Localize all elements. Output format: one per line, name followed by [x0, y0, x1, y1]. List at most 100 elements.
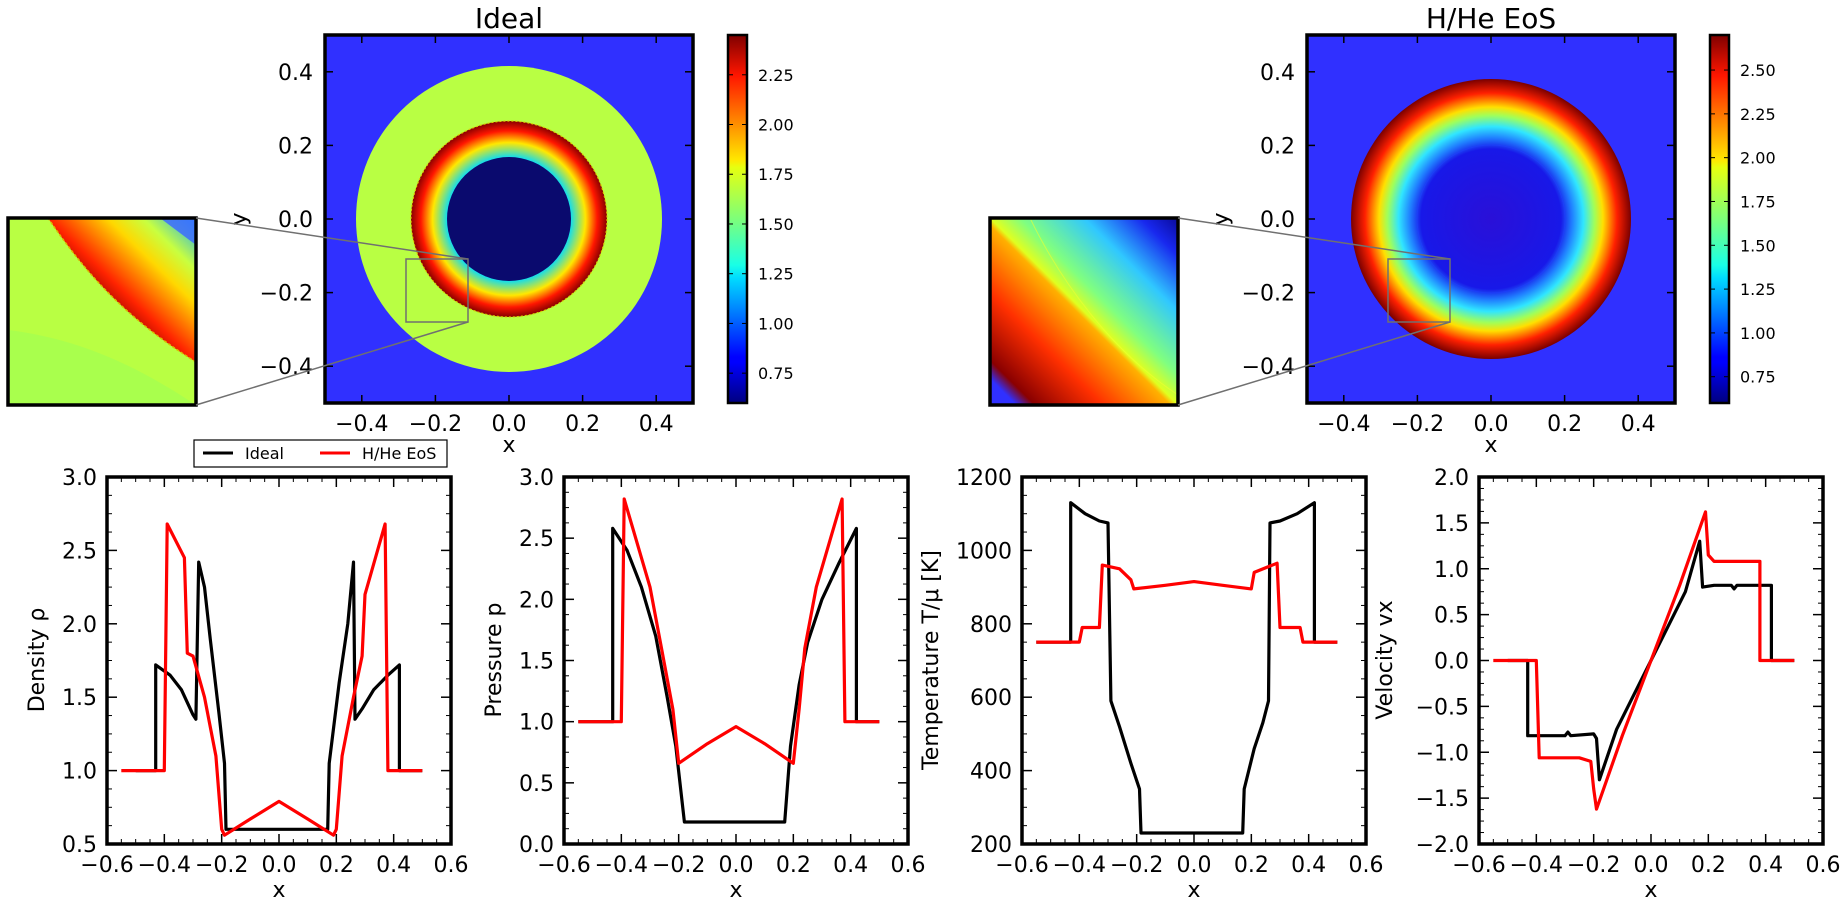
- y-tick-label: 0.2: [1260, 134, 1295, 159]
- colorbar-tick-label: 1.00: [1740, 324, 1776, 343]
- colorbar-tick-label: 2.25: [1740, 105, 1776, 124]
- x-tick-label: −0.2: [652, 853, 705, 878]
- plot-area: [107, 477, 451, 844]
- inset-frame: [988, 216, 1180, 407]
- xlabel-eos: x: [1484, 433, 1497, 458]
- series-line-h-he-eos: [121, 522, 423, 837]
- colorbar-tick-label: 1.50: [758, 215, 794, 234]
- colorbar-tick-label: 1.25: [758, 265, 794, 284]
- legend-label-eos: H/He EoS: [362, 444, 436, 463]
- y-tick-label: 0.4: [1260, 61, 1295, 86]
- y-tick-label: 0.2: [278, 134, 313, 159]
- colorbar-tick-label: 2.00: [1740, 149, 1776, 168]
- y-tick-label: 3.0: [519, 466, 554, 491]
- density-plot: −0.6 −0.4 −0.2 0.0 0.2 0.4 0.6 0.5 1.0 1.5 2.0 2.5 3…: [25, 466, 469, 900]
- velocity-plot: −0.6 −0.4 −0.2 0.0 0.2 0.4 0.6 −2.0 −1.5 −1.0 −0.5…: [1373, 466, 1841, 900]
- y-tick-label: −0.2: [1242, 282, 1295, 307]
- x-tick-label: −0.6: [1452, 853, 1505, 878]
- legend: Ideal H/He EoS: [193, 439, 448, 468]
- x-tick-label: 0.0: [262, 853, 297, 878]
- plot-frame: [1020, 475, 1368, 846]
- title-ideal: Ideal: [475, 2, 543, 35]
- inner-core: [447, 157, 571, 281]
- xlabel-pressure: x: [729, 878, 742, 900]
- temperature-plot: −0.6 −0.4 −0.2 0.0 0.2 0.4 0.6 200 400 600 800 1000…: [919, 466, 1384, 900]
- x-tick-label: −0.6: [537, 853, 590, 878]
- series-line-ideal: [135, 560, 423, 831]
- x-tick-label: 0.6: [1806, 853, 1841, 878]
- y-tick-label: 2.0: [62, 613, 97, 638]
- y-tick-label: 1.5: [62, 686, 97, 711]
- legend-label-ideal: Ideal: [245, 444, 284, 463]
- y-tick-label: 3.0: [62, 466, 97, 491]
- y-tick-label: 1200: [956, 466, 1012, 491]
- x-tick-label: −0.4: [335, 412, 388, 437]
- x-tick-label: 0.2: [1547, 412, 1582, 437]
- series-line-h-he-eos: [1493, 510, 1795, 811]
- x-tick-label: −0.4: [138, 853, 191, 878]
- x-tick-label: −0.2: [409, 412, 462, 437]
- x-tick-label: −0.2: [195, 853, 248, 878]
- y-tick-label: 1.0: [519, 711, 554, 736]
- axes-eos: −0.4 −0.2 0.0 0.2 0.4 0.4 0.2 0.0 −0.2 −0.4: [1242, 35, 1675, 437]
- y-tick-label: 2.5: [62, 539, 97, 564]
- x-tick-label: −0.2: [1567, 853, 1620, 878]
- x-tick-label: 0.2: [776, 853, 811, 878]
- colorbar-tick-label: 2.00: [758, 116, 794, 135]
- ylabel-eos: y: [1209, 212, 1234, 225]
- y-tick-label: 2.5: [519, 527, 554, 552]
- x-tick-label: 0.2: [1234, 853, 1269, 878]
- x-tick-label: 0.4: [376, 853, 411, 878]
- colorbar-tick-label: 2.50: [1740, 61, 1776, 80]
- xlabel-temperature: x: [1187, 878, 1200, 900]
- colorbar-ticks: 2.50 2.25 2.00 1.75 1.50 1.25 1.00 0.75: [1710, 61, 1776, 387]
- y-tick-label: 400: [970, 760, 1012, 785]
- y-tick-label: 200: [970, 833, 1012, 858]
- y-tick-label: 2.0: [1434, 466, 1469, 491]
- ylabel-ideal: y: [227, 212, 252, 225]
- x-tick-label: 0.6: [434, 853, 469, 878]
- xlabel-velocity: x: [1644, 878, 1657, 900]
- series-line-ideal: [578, 526, 880, 824]
- x-tick-label: 0.4: [639, 412, 674, 437]
- colorbar-tick-label: 2.25: [758, 66, 794, 85]
- inset-eos: [988, 216, 1451, 407]
- x-tick-label: 0.4: [1748, 853, 1783, 878]
- x-tick-label: 0.2: [1691, 853, 1726, 878]
- xlabel-ideal: x: [502, 433, 515, 458]
- y-tick-label: 0.5: [519, 772, 554, 797]
- y-tick-label: 1000: [956, 539, 1012, 564]
- y-tick-label: 800: [970, 613, 1012, 638]
- heatmap-frame-ring: [1416, 144, 1566, 294]
- y-tick-label: −1.5: [1416, 787, 1469, 812]
- y-tick-label: 0.0: [1260, 208, 1295, 233]
- x-tick-label: −0.6: [995, 853, 1048, 878]
- x-tick-label: −0.2: [1391, 412, 1444, 437]
- ylabel-density: Density ρ: [25, 608, 50, 713]
- plot-frame: [1477, 475, 1825, 846]
- inset-connector: [1177, 217, 1451, 260]
- y-tick-label: 600: [970, 686, 1012, 711]
- x-tick-label: −0.4: [1510, 853, 1563, 878]
- x-tick-label: 0.0: [492, 412, 527, 437]
- y-tick-label: 0.5: [1434, 604, 1469, 629]
- x-tick-label: 0.6: [1349, 853, 1384, 878]
- colorbar-tick-label: 1.25: [1740, 280, 1776, 299]
- colorbar-tick-label: 1.75: [758, 165, 794, 184]
- x-tick-label: −0.2: [1110, 853, 1163, 878]
- colorbar-tick-label: 0.75: [758, 364, 794, 383]
- y-tick-label: 2.0: [519, 588, 554, 613]
- x-tick-label: 0.0: [719, 853, 754, 878]
- plot-frame: [105, 475, 453, 846]
- y-tick-label: 1.5: [1434, 512, 1469, 537]
- inset-frame: [6, 216, 198, 407]
- axes-ideal: −0.4 −0.2 0.0 0.2 0.4 0.4 0.2 0.0 −0.2 −0.4: [260, 35, 693, 437]
- colorbar-tick-label: 0.75: [1740, 368, 1776, 387]
- ring-gradient: [1351, 79, 1631, 359]
- title-eos: H/He EoS: [1426, 2, 1556, 35]
- y-tick-label: −0.4: [260, 355, 313, 380]
- pressure-plot: −0.6 −0.4 −0.2 0.0 0.2 0.4 0.6 0.0 0.5 1.0 1.5 2.0 2…: [482, 466, 926, 900]
- y-tick-label: 0.4: [278, 61, 313, 86]
- y-tick-label: 0.0: [278, 208, 313, 233]
- y-tick-label: 0.0: [519, 833, 554, 858]
